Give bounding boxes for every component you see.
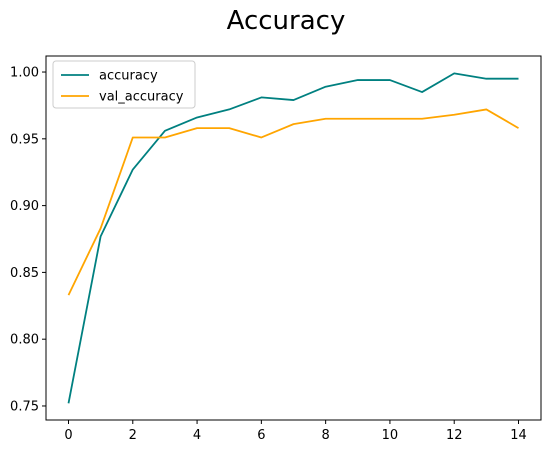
series-line-val_accuracy — [69, 109, 519, 295]
x-tick-label: 12 — [446, 428, 463, 443]
chart-title: Accuracy — [227, 6, 346, 36]
legend: accuracy val_accuracy — [53, 61, 195, 108]
y-tick-label: 1.00 — [10, 66, 39, 81]
legend-label-accuracy: accuracy — [99, 69, 158, 84]
plot-area-frame — [46, 56, 541, 420]
y-tick-label: 0.75 — [10, 399, 39, 414]
y-tick-label: 0.90 — [10, 199, 39, 214]
legend-label-val_accuracy: val_accuracy — [99, 90, 184, 105]
y-tick-label: 0.85 — [10, 266, 39, 281]
x-tick-label: 10 — [382, 428, 399, 443]
y-axis: 0.75 0.80 0.85 0.90 0.95 1.00 — [10, 66, 46, 415]
x-tick-label: 14 — [510, 428, 527, 443]
x-tick-label: 8 — [322, 428, 330, 443]
x-tick-label: 0 — [64, 428, 72, 443]
x-tick-label: 6 — [257, 428, 265, 443]
series-line-accuracy — [69, 73, 519, 403]
x-tick-label: 2 — [129, 428, 137, 443]
x-tick-label: 4 — [193, 428, 201, 443]
series-lines — [68, 73, 518, 403]
y-tick-label: 0.95 — [10, 132, 39, 147]
x-axis: 0 2 4 6 8 10 12 14 — [64, 420, 526, 443]
y-tick-label: 0.80 — [10, 333, 39, 348]
